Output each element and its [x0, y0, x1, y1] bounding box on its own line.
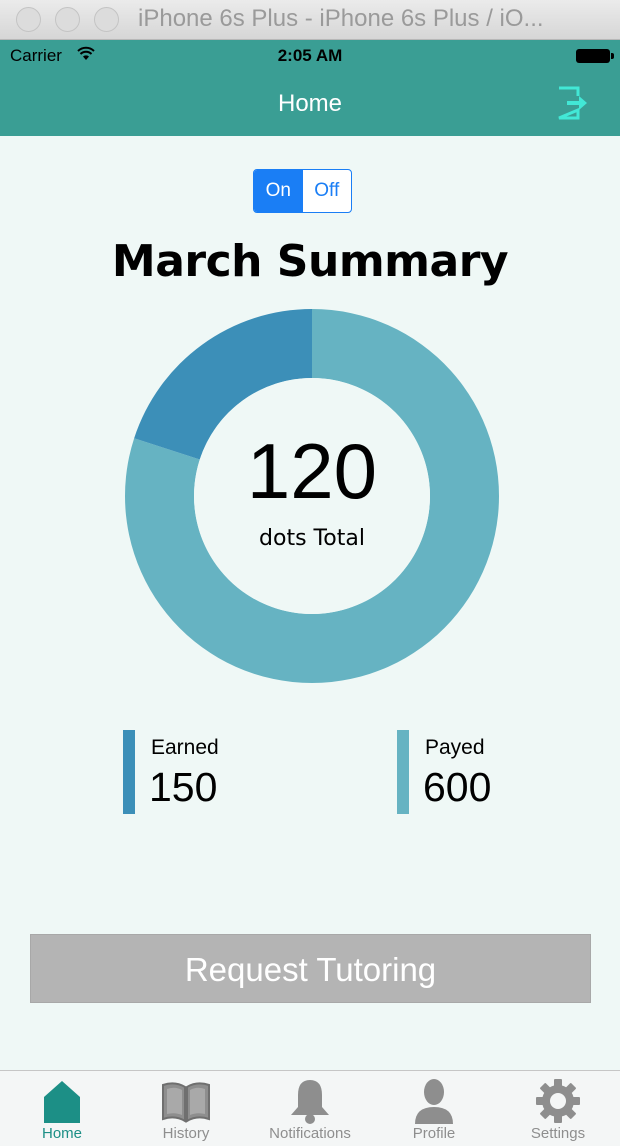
gear-icon	[536, 1079, 580, 1123]
earned-value: 150	[149, 764, 218, 810]
page-title: Home	[277, 90, 343, 117]
bell-icon	[291, 1080, 329, 1124]
tab-home-label: Home	[41, 1125, 82, 1142]
minimize-window-button[interactable]	[55, 7, 80, 32]
carrier-label: Carrier	[10, 46, 62, 65]
tab-settings-label: Settings	[530, 1125, 586, 1142]
payed-label: Payed	[425, 736, 485, 759]
window-title: iPhone 6s Plus - iPhone 6s Plus / iO...	[138, 5, 544, 32]
donut-total-label: dots Total	[259, 526, 365, 551]
navigation-bar: Home	[0, 72, 620, 136]
tab-home[interactable]: Home	[0, 1071, 124, 1146]
tab-notifications[interactable]: Notifications	[248, 1071, 372, 1146]
on-off-toggle[interactable]: On Off	[253, 169, 352, 213]
person-icon	[415, 1079, 453, 1124]
toggle-off-segment[interactable]: Off	[314, 180, 340, 201]
tab-history[interactable]: History	[124, 1071, 248, 1146]
toggle-on-segment[interactable]: On	[254, 170, 303, 212]
earned-color-bar	[123, 730, 135, 814]
tab-profile-label: Profile	[412, 1125, 456, 1142]
payed-value: 600	[423, 764, 492, 810]
battery-icon	[576, 49, 614, 63]
summary-donut-chart	[125, 309, 500, 683]
summary-title: March Summary	[111, 236, 509, 287]
tab-bar: Home History Notifications Profile	[0, 1070, 620, 1146]
tab-profile[interactable]: Profile	[372, 1071, 496, 1146]
status-time: 2:05 AM	[277, 46, 343, 65]
request-tutoring-button[interactable]: Request Tutoring	[30, 934, 591, 1003]
donut-segment-earned	[134, 309, 312, 460]
donut-total-value: 120	[246, 427, 378, 515]
tab-settings[interactable]: Settings	[496, 1071, 620, 1146]
donut-hole	[194, 378, 430, 614]
home-content: On Off March Summary 120 dots Total Earn…	[0, 136, 620, 1070]
status-bar: Carrier 2:05 AM	[0, 40, 620, 72]
window-titlebar: iPhone 6s Plus - iPhone 6s Plus / iO...	[0, 0, 620, 40]
zoom-window-button[interactable]	[94, 7, 119, 32]
donut-segment-payed	[125, 309, 500, 683]
wifi-icon	[77, 46, 95, 60]
tab-history-label: History	[162, 1125, 210, 1142]
payed-color-bar	[397, 730, 409, 814]
tab-notifications-label: Notifications	[269, 1125, 351, 1142]
earned-label: Earned	[151, 736, 219, 759]
close-window-button[interactable]	[16, 7, 41, 32]
logout-icon[interactable]	[556, 86, 590, 120]
book-icon	[162, 1082, 210, 1123]
house-icon	[44, 1081, 80, 1123]
